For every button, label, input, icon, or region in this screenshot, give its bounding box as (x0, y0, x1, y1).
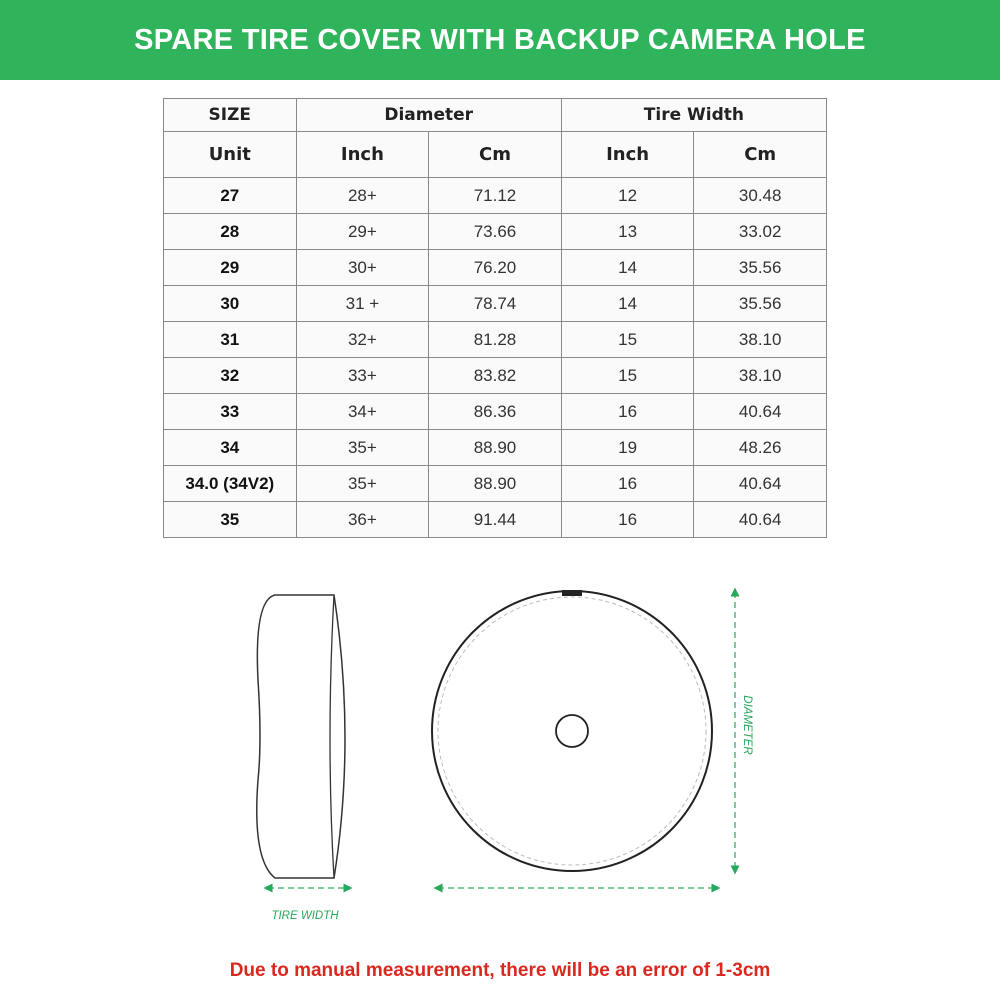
width-inch-cell: 15 (560, 321, 695, 358)
diameter-cm-cell: 83.82 (428, 357, 562, 394)
width-inch-cell: 16 (560, 465, 695, 502)
diameter-inch-cell: 28+ (295, 177, 430, 214)
diameter-inch-cell: 33+ (295, 357, 430, 394)
width-cm-cell: 38.10 (693, 321, 827, 358)
width-inch-header: Inch (560, 131, 695, 178)
width-inch-cell: 19 (560, 429, 695, 466)
tire-width-label: TIRE WIDTH (271, 910, 339, 922)
diameter-cm-header: Cm (428, 131, 562, 178)
width-cm-cell: 38.10 (693, 357, 827, 394)
diameter-label: DIAMETER (741, 695, 753, 754)
center-hole (555, 714, 589, 748)
table-row: 34 35+ 88.90 19 48.26 (163, 429, 827, 466)
width-inch-cell: 13 (560, 213, 695, 250)
diameter-cm-cell: 71.12 (428, 177, 562, 214)
tire-width-header: Tire Width (560, 98, 828, 132)
width-cm-cell: 33.02 (693, 213, 827, 250)
width-cm-cell: 30.48 (693, 177, 827, 214)
width-inch-cell: 14 (560, 285, 695, 322)
size-cell: 32 (163, 357, 297, 394)
table-row: 31 32+ 81.28 15 38.10 (163, 321, 827, 358)
size-header: SIZE (163, 98, 297, 132)
table-row: 33 34+ 86.36 16 40.64 (163, 393, 827, 430)
table-row: 28 29+ 73.66 13 33.02 (163, 213, 827, 250)
width-cm-header: Cm (693, 131, 827, 178)
width-cm-cell: 40.64 (693, 501, 827, 538)
table-row: 30 31 +78.74 14 35.56 (163, 285, 827, 322)
diameter-cm-cell: 73.66 (428, 213, 562, 250)
diameter-inch-cell: 32+ (295, 321, 430, 358)
size-cell: 35 (163, 501, 297, 538)
unit-header: Unit (163, 131, 297, 178)
width-inch-cell: 16 (560, 393, 695, 430)
tire-front-view (431, 590, 713, 872)
table-row: 29 30+ 76.20 14 35.56 (163, 249, 827, 286)
page-title: SPARE TIRE COVER WITH BACKUP CAMERA HOLE (134, 23, 866, 56)
width-inch-cell: 14 (560, 249, 695, 286)
diameter-cm-cell: 88.90 (428, 429, 562, 466)
diameter-cm-cell: 86.36 (428, 393, 562, 430)
size-cell: 29 (163, 249, 297, 286)
group-header-row: SIZE Diameter Tire Width (163, 98, 828, 132)
title-banner: SPARE TIRE COVER WITH BACKUP CAMERA HOLE (0, 0, 1000, 80)
width-inch-cell: 16 (560, 501, 695, 538)
diameter-inch-cell: 31 + (295, 285, 430, 322)
unit-header-row: Unit Inch Cm Inch Cm (163, 131, 827, 178)
table-row: 27 28+ 71.12 12 30.48 (163, 177, 827, 214)
table-row: 32 33+ 83.82 15 38.10 (163, 357, 827, 394)
diameter-inch-header: Inch (295, 131, 430, 178)
diameter-inch-cell: 30+ (295, 249, 430, 286)
diameter-cm-cell: 76.20 (428, 249, 562, 286)
size-cell: 34 (163, 429, 297, 466)
width-cm-cell: 48.26 (693, 429, 827, 466)
width-cm-cell: 40.64 (693, 393, 827, 430)
camera-hole-tab (562, 590, 582, 596)
size-cell: 31 (163, 321, 297, 358)
diameter-cm-cell: 81.28 (428, 321, 562, 358)
diameter-inch-cell: 34+ (295, 393, 430, 430)
width-cm-cell: 35.56 (693, 249, 827, 286)
diameter-header: Diameter (295, 98, 562, 132)
size-cell: 27 (163, 177, 297, 214)
diameter-cm-cell: 78.74 (428, 285, 562, 322)
diameter-inch-cell: 29+ (295, 213, 430, 250)
size-cell: 30 (163, 285, 297, 322)
size-cell: 34.0 (34V2) (163, 465, 297, 502)
width-inch-cell: 15 (560, 357, 695, 394)
table-row: 34.0 (34V2) 35+ 88.90 16 40.64 (163, 465, 827, 502)
table-row: 35 36+ 91.44 16 40.64 (163, 501, 827, 538)
tire-side-view (256, 594, 346, 879)
diameter-inch-cell: 35+ (295, 465, 430, 502)
measurement-note: Due to manual measurement, there will be… (229, 960, 771, 981)
tire-diagram: TIRE WIDTH DIAMETER (256, 587, 753, 922)
size-table: SIZE Diameter Tire Width Unit Inch Cm In… (163, 98, 828, 538)
size-cell: 28 (163, 213, 297, 250)
width-cm-cell: 40.64 (693, 465, 827, 502)
diameter-cm-cell: 91.44 (428, 501, 562, 538)
width-inch-cell: 12 (560, 177, 695, 214)
size-cell: 33 (163, 393, 297, 430)
diameter-inch-cell: 35+ (295, 429, 430, 466)
width-cm-cell: 35.56 (693, 285, 827, 322)
diameter-inch-cell: 36+ (295, 501, 430, 538)
diameter-cm-cell: 88.90 (428, 465, 562, 502)
